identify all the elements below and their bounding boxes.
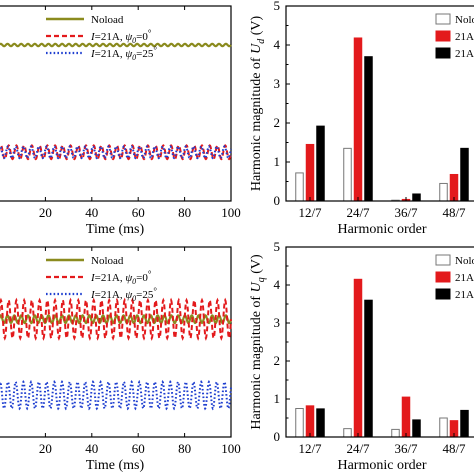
x-tick-label: 100 bbox=[221, 441, 241, 456]
bar bbox=[316, 408, 325, 438]
bar bbox=[305, 143, 315, 202]
y-axis-label: Harmonic magnitude of Uq (V) bbox=[249, 254, 267, 430]
x-tick-label: 60 bbox=[132, 441, 145, 456]
legend-swatch bbox=[435, 47, 451, 59]
y-axis-label: Harmonic magnitude of Ud (V) bbox=[249, 16, 267, 192]
x-tick-label: 60 bbox=[132, 205, 145, 220]
bar bbox=[343, 428, 352, 438]
y-tick-label: 0 bbox=[274, 429, 281, 444]
bar bbox=[295, 408, 304, 438]
legend-entry: 21A bbox=[455, 48, 474, 60]
bar bbox=[353, 278, 363, 438]
bar bbox=[412, 193, 421, 202]
bar bbox=[364, 56, 373, 202]
legend-swatch bbox=[435, 13, 451, 25]
legend-entry: 21A bbox=[455, 289, 474, 301]
y-tick-label: 4 bbox=[274, 37, 281, 52]
line-panel-bottom-left: 20 40 60 80 100 Time (ms) Noload I=21A, ψ0=0°I=… bbox=[0, 246, 241, 473]
bar bbox=[412, 419, 421, 438]
legend-entry: I=21A, ψ0=25° bbox=[90, 45, 157, 62]
x-tick-label: 80 bbox=[178, 441, 191, 456]
bar bbox=[439, 417, 448, 438]
bar bbox=[353, 37, 363, 202]
legend-swatch bbox=[435, 254, 451, 266]
x-axis-label: Harmonic order bbox=[337, 458, 426, 473]
bar bbox=[391, 428, 400, 438]
legend-entry: Noload bbox=[91, 255, 124, 267]
x-axis-label: Time (ms) bbox=[86, 458, 145, 473]
legend-entry: Noload bbox=[455, 255, 474, 267]
y-tick-label: 1 bbox=[274, 391, 281, 406]
line-panel-top-left: 20 40 60 80 100 Time (ms) Noload I=21A, ψ0=0°I=… bbox=[0, 5, 241, 237]
x-tick-label: 36/7 bbox=[394, 441, 418, 456]
x-tick-label: 20 bbox=[39, 441, 52, 456]
x-tick-label: 12/7 bbox=[298, 441, 322, 456]
y-tick-label: 1 bbox=[274, 154, 281, 169]
x-tick-label: 24/7 bbox=[346, 441, 370, 456]
plot-frame bbox=[0, 5, 232, 202]
bar bbox=[364, 299, 373, 438]
series-line bbox=[0, 145, 232, 160]
x-axis-label: Harmonic order bbox=[337, 222, 426, 237]
y-tick-label: 2 bbox=[274, 115, 281, 130]
y-tick-label: 3 bbox=[274, 76, 281, 91]
x-tick-label: 100 bbox=[221, 205, 241, 220]
x-tick-label: 20 bbox=[39, 205, 52, 220]
bar bbox=[316, 125, 325, 202]
y-tick-label: 5 bbox=[274, 0, 281, 13]
x-tick-label: 80 bbox=[178, 205, 191, 220]
bar bbox=[295, 172, 304, 202]
bar bbox=[439, 182, 448, 202]
y-tick-label: 2 bbox=[274, 353, 281, 368]
bar bbox=[305, 405, 315, 438]
legend-entry: 21A bbox=[455, 272, 474, 284]
y-tick-label: 5 bbox=[274, 239, 281, 254]
legend-swatch bbox=[435, 30, 451, 42]
series-line bbox=[0, 379, 232, 411]
x-tick-label: 48/7 bbox=[442, 205, 466, 220]
bar-panel-top-right: 12/7 24/7 36/7 48/7 0 1 2 3 4 5 Harmonic order Harm… bbox=[249, 0, 474, 237]
y-tick-label: 3 bbox=[274, 315, 281, 330]
legend-entry: Noload bbox=[455, 14, 474, 26]
bar-panel-bottom-right: 12/7 24/7 36/7 48/7 0 1 2 3 4 5 Harmonic order Harm… bbox=[249, 239, 474, 473]
x-tick-label: 48/7 bbox=[442, 441, 466, 456]
bar bbox=[343, 147, 352, 202]
legend-entry: 21A bbox=[455, 31, 474, 43]
bar bbox=[460, 147, 469, 202]
legend-entry: I=21A, ψ0=25° bbox=[90, 286, 157, 303]
bar bbox=[460, 409, 469, 438]
x-tick-label: 36/7 bbox=[394, 205, 418, 220]
x-axis-label: Time (ms) bbox=[86, 222, 145, 237]
plot-frame bbox=[0, 246, 232, 438]
legend-entry: I=21A, ψ0=0° bbox=[90, 28, 152, 45]
legend-entry: Noload bbox=[91, 14, 124, 26]
y-tick-label: 4 bbox=[274, 277, 281, 292]
x-tick-label: 40 bbox=[85, 205, 98, 220]
x-tick-label: 12/7 bbox=[298, 205, 322, 220]
x-tick-label: 40 bbox=[85, 441, 98, 456]
y-tick-label: 0 bbox=[274, 193, 281, 208]
x-tick-label: 24/7 bbox=[346, 205, 370, 220]
series-line bbox=[0, 42, 232, 48]
bar bbox=[401, 396, 411, 438]
legend-swatch bbox=[435, 271, 451, 283]
legend-swatch bbox=[435, 288, 451, 300]
legend-entry: I=21A, ψ0=0° bbox=[90, 269, 152, 286]
series-line bbox=[0, 297, 232, 341]
